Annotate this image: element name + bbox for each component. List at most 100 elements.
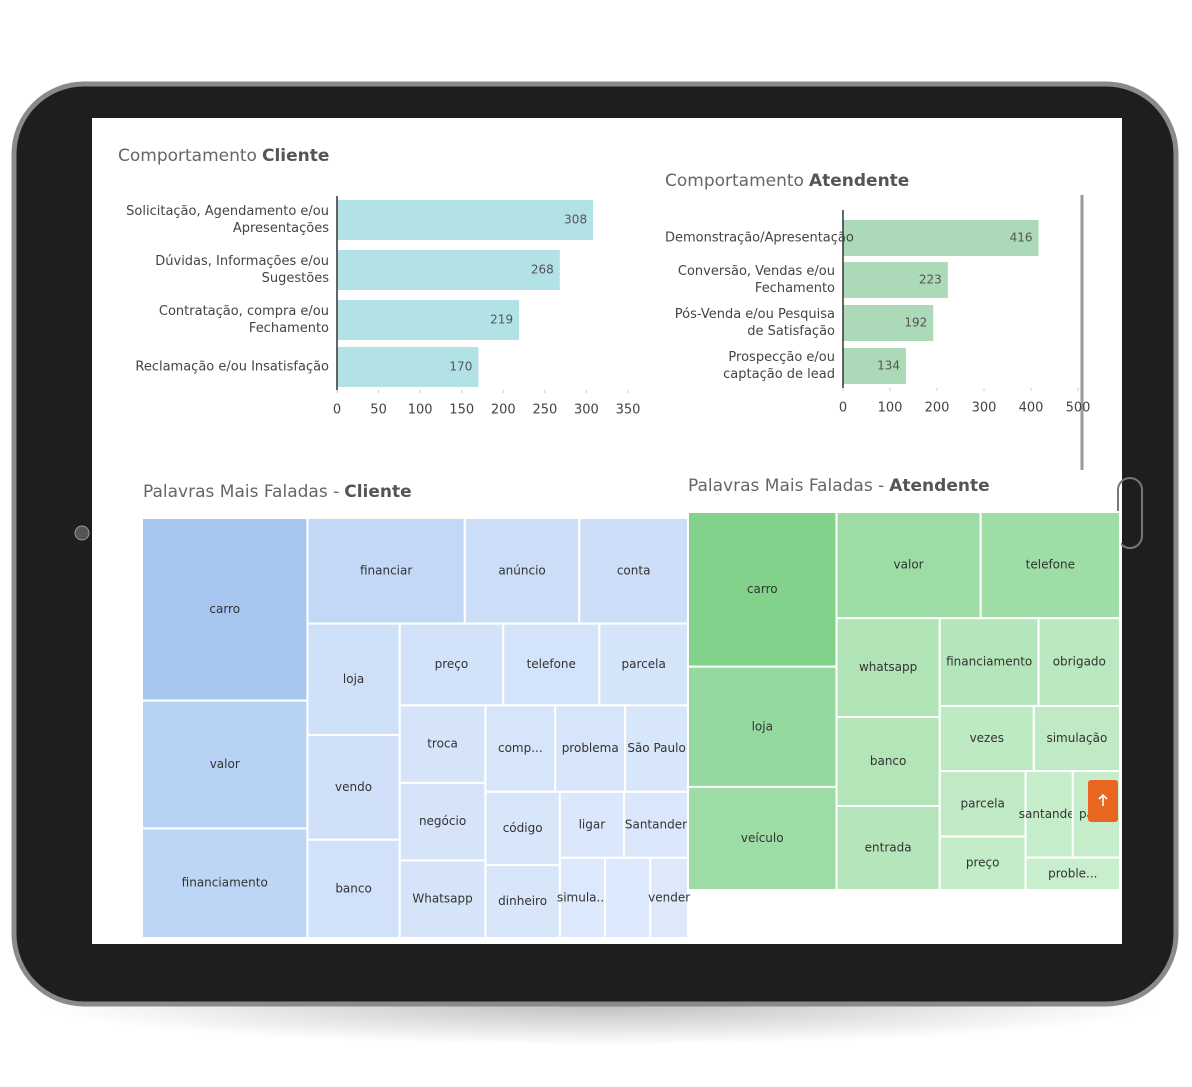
x-tick-label: 50 xyxy=(370,403,387,418)
category-label: Demonstração/Apresentação xyxy=(665,230,854,246)
cell-label: dinheiro xyxy=(498,894,547,908)
cell-label: preço xyxy=(435,657,469,671)
cell-label: carro xyxy=(209,602,240,616)
treemap-cell xyxy=(598,622,689,707)
cell-label: preço xyxy=(966,856,1000,870)
value-label: 134 xyxy=(877,359,900,373)
cell-label: vender xyxy=(648,890,690,904)
treemap-cell xyxy=(835,804,941,891)
x-tick-label: 500 xyxy=(1066,401,1091,416)
value-label: 223 xyxy=(919,273,942,287)
bar xyxy=(337,200,594,240)
x-tick-label: 250 xyxy=(532,403,557,418)
x-tick-label: 300 xyxy=(574,403,599,418)
cell-label: telefone xyxy=(527,657,576,671)
value-label: 308 xyxy=(564,213,587,227)
treemap-cell xyxy=(558,856,607,939)
treemap-cell xyxy=(649,856,690,939)
scroll-top-button[interactable] xyxy=(1088,780,1118,822)
value-label: 219 xyxy=(490,313,513,327)
treemap-cell xyxy=(141,699,309,830)
treemap-cell xyxy=(463,517,581,625)
cell-label: São Paulo xyxy=(627,741,685,755)
cell-label: loja xyxy=(343,672,364,686)
value-label: 170 xyxy=(449,360,472,374)
x-tick-label: 100 xyxy=(878,401,903,416)
title-text: Palavras Mais Faladas - xyxy=(143,482,339,502)
bar xyxy=(843,305,934,341)
treemap-cell xyxy=(1032,704,1122,773)
cell-label: proble... xyxy=(1048,866,1097,880)
chart-title: Palavras Mais Faladas - Cliente xyxy=(143,482,412,502)
title-text: Palavras Mais Faladas - xyxy=(688,476,884,496)
category-label: Prospecção e/ou captação de lead xyxy=(723,350,835,382)
cell-label: negócio xyxy=(419,814,466,828)
charts: Comportamento Cliente 0 50 100 150 200 250 300 35… xyxy=(118,146,1122,940)
treemap-cell xyxy=(604,856,652,939)
x-tick-label: 400 xyxy=(1019,401,1044,416)
value-label: 416 xyxy=(1010,231,1033,245)
cell-label: ligar xyxy=(579,817,606,831)
treemap-cell xyxy=(306,838,401,940)
chart-title: Comportamento Atendente xyxy=(665,171,909,191)
chart-title: Comportamento Cliente xyxy=(118,146,329,166)
treemap-cell xyxy=(141,827,309,939)
bar xyxy=(843,348,906,384)
cell-label: valor xyxy=(894,558,924,572)
cell-label: banco xyxy=(335,881,372,895)
x-tick-label: 300 xyxy=(972,401,997,416)
x-tick-label: 0 xyxy=(333,403,341,418)
treemap-cell xyxy=(938,770,1027,838)
treemap-cell xyxy=(398,781,487,862)
chart-title: Palavras Mais Faladas - Atendente xyxy=(688,476,990,496)
value-label: 268 xyxy=(531,263,554,277)
treemap-cell xyxy=(622,790,689,859)
bar xyxy=(843,262,948,298)
cell-label: vendo xyxy=(335,780,372,794)
cell-label: problema xyxy=(562,741,619,755)
x-tick-label: 200 xyxy=(491,403,516,418)
cell-label: troca xyxy=(427,737,458,751)
cell-label: entrada xyxy=(865,840,912,854)
category-label: Solicitação, Agendamento e/ou Apresentaç… xyxy=(126,204,329,236)
treemap-cell xyxy=(938,617,1040,707)
treemap-cell xyxy=(835,511,982,620)
cell-label: veículo xyxy=(741,831,784,845)
category-label: Pós-Venda e/ou Pesquisa de Satisfação xyxy=(674,307,835,339)
category-label: Contratação, compra e/ou Fechamento xyxy=(158,304,329,336)
category-label: Reclamação e/ou Insatisfação xyxy=(135,359,329,375)
bar xyxy=(843,220,1039,256)
treemap-cell xyxy=(624,704,689,793)
bar xyxy=(337,300,520,340)
treemap-cell xyxy=(484,790,561,866)
title-emphasis: Cliente xyxy=(344,482,411,502)
bar xyxy=(337,347,479,387)
cell-label: financiamento xyxy=(182,876,268,890)
x-tick-label: 100 xyxy=(408,403,433,418)
x-tick-label: 200 xyxy=(925,401,950,416)
treemap-cell xyxy=(979,511,1121,620)
cell-label: telefone xyxy=(1026,558,1075,572)
cell-label: obrigado xyxy=(1053,655,1106,669)
treemap-cell xyxy=(558,790,625,859)
cell-label: Santander xyxy=(625,817,687,831)
cell-label: santander xyxy=(1019,807,1080,821)
cell-label: financiamento xyxy=(946,655,1032,669)
bar xyxy=(337,250,560,290)
cell-label: whatsapp xyxy=(859,660,917,674)
treemap-cell xyxy=(141,517,309,702)
arrow-icon xyxy=(1098,793,1108,806)
cell-label: valor xyxy=(210,757,240,771)
treemap-cell xyxy=(687,665,838,788)
x-tick-label: 150 xyxy=(449,403,474,418)
category-label: Dúvidas, Informações e/ou Sugestões xyxy=(155,254,329,286)
cell-label: simulação xyxy=(1046,731,1107,745)
cell-label: código xyxy=(503,821,543,835)
title-emphasis: Cliente xyxy=(262,146,329,166)
cell-label: conta xyxy=(617,563,651,577)
treemap-cell xyxy=(1024,856,1121,892)
cell-label: Whatsapp xyxy=(412,892,472,906)
x-tick-label: 0 xyxy=(839,401,847,416)
x-tick-label: 350 xyxy=(616,403,641,418)
